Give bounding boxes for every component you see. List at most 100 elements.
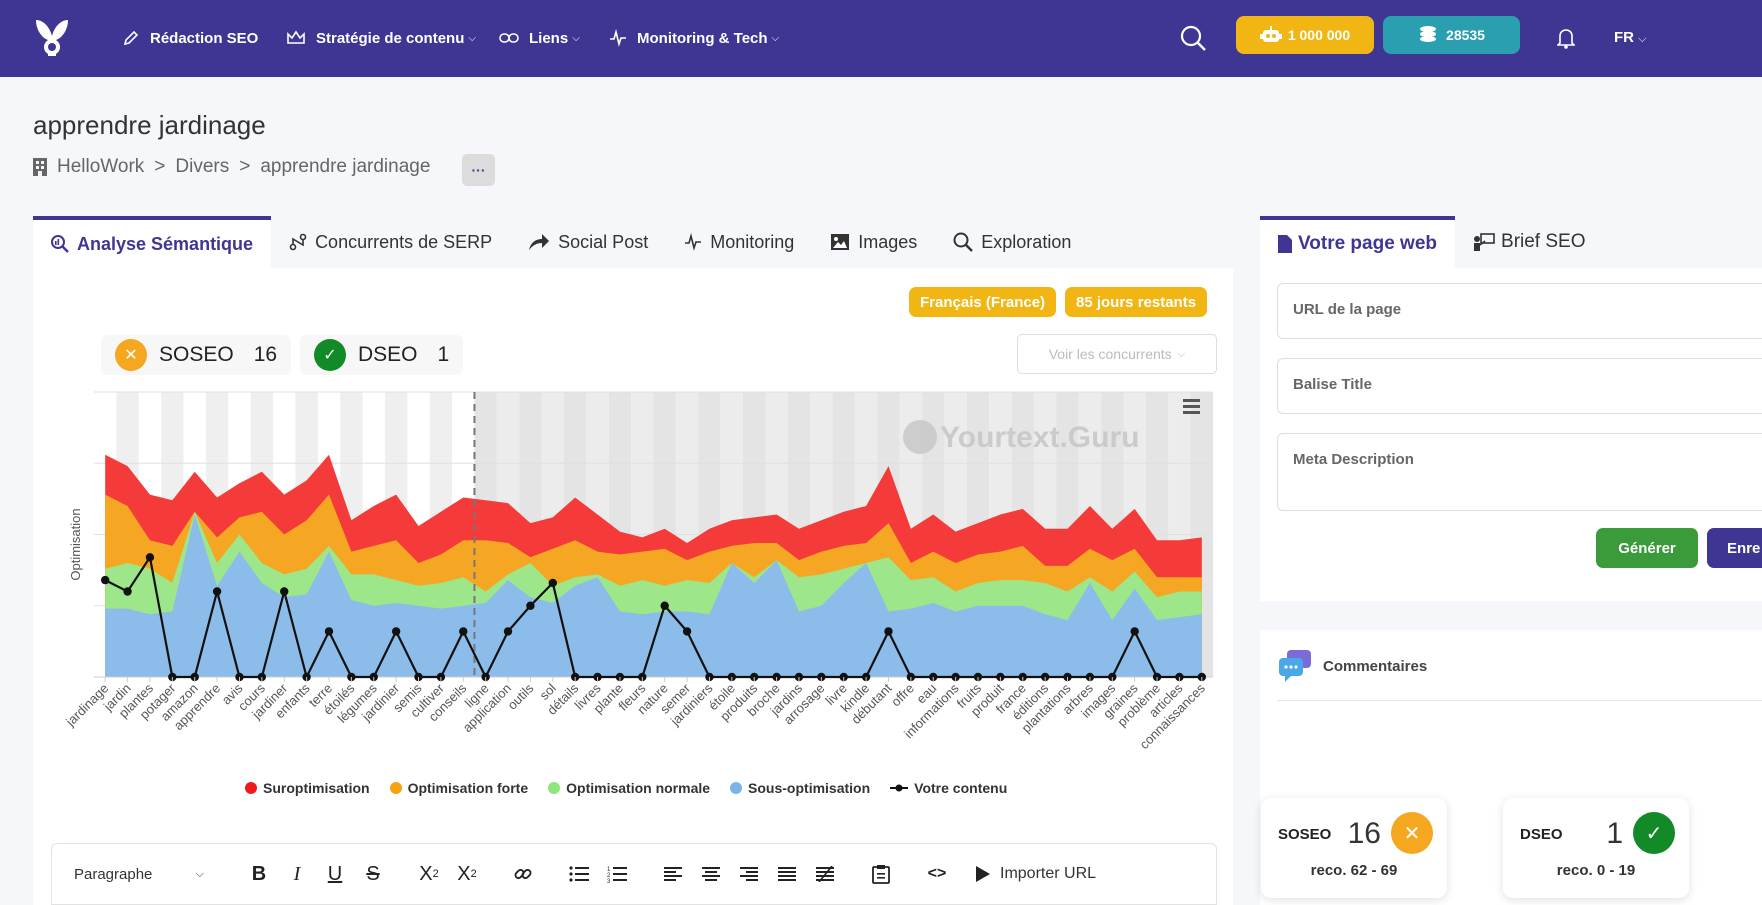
underline-button[interactable]: U	[327, 862, 343, 885]
bullet-list-button[interactable]	[560, 859, 598, 889]
file-icon	[1278, 235, 1292, 253]
align-center-button[interactable]	[692, 859, 730, 889]
votre-contenu-point	[1175, 672, 1184, 682]
align-justify-button[interactable]	[768, 859, 806, 889]
legend-marker	[730, 782, 743, 794]
votre-contenu-point	[682, 627, 692, 636]
tab-images[interactable]: Images	[812, 216, 935, 268]
votre-contenu-point	[1018, 672, 1027, 682]
days-remaining-badge: 85 jours restants	[1065, 287, 1208, 317]
breadcrumb-helloWork[interactable]: HelloWork	[57, 156, 145, 177]
dseo-value: 1	[437, 343, 450, 366]
dseo-card: DSEO 1 ✓ reco. 0 - 19	[1503, 798, 1689, 898]
building-icon	[33, 158, 47, 176]
more-options-button[interactable]: ···	[462, 154, 495, 186]
legend-optimisation-forte[interactable]: Optimisation forte	[389, 780, 529, 796]
title-field[interactable]: Balise Title	[1277, 358, 1762, 414]
code-button[interactable]: <>	[927, 865, 947, 882]
legend-votre-contenu[interactable]: Votre contenu	[890, 780, 1007, 796]
clipboard-icon	[872, 865, 890, 884]
legend-label: Optimisation forte	[407, 780, 529, 796]
legend-suroptimisation[interactable]: Suroptimisation	[245, 780, 370, 796]
tab-social-post[interactable]: Social Post	[510, 216, 666, 268]
votre-contenu-point	[705, 672, 714, 682]
nav-strategie-contenu[interactable]: Stratégie de contenu ⌵	[286, 26, 476, 50]
breadcrumb: HelloWork > Divers > apprendre jardinage	[33, 156, 430, 178]
legend-line-marker	[890, 784, 909, 792]
votre-contenu-point	[347, 672, 356, 682]
nav-redaction-seo[interactable]: Rédaction SEO	[122, 26, 258, 50]
share-icon	[529, 234, 550, 250]
legend-sous-optimisation[interactable]: Sous-optimisation	[730, 780, 870, 796]
tab-concurrents-serp[interactable]: Concurrents de SERP	[271, 216, 510, 268]
italic-button[interactable]: I	[293, 862, 301, 885]
search-icon	[953, 232, 974, 252]
votre-contenu-point	[884, 627, 893, 636]
legend-label: Suroptimisation	[263, 780, 370, 796]
soseo-card: SOSEO 16 ✕ reco. 62 - 69	[1261, 798, 1447, 898]
votre-contenu-point	[481, 672, 490, 682]
legend-optimisation-normale[interactable]: Optimisation normale	[548, 780, 710, 796]
tab-analyse-semantique[interactable]: Analyse Sémantique	[33, 216, 272, 268]
align-right-button[interactable]	[730, 859, 768, 889]
numbered-list-icon: 123	[607, 867, 627, 883]
coins-button[interactable]: 28535	[1383, 16, 1520, 54]
nav-monitoring-tech[interactable]: Monitoring & Tech ⌵	[609, 26, 779, 50]
page-title: apprendre jardinage	[33, 110, 266, 140]
dseo-card-label: DSEO	[1520, 826, 1563, 843]
votre-contenu-point	[1197, 672, 1207, 682]
votre-contenu-point	[951, 672, 960, 682]
save-button[interactable]: Enre	[1707, 528, 1762, 568]
soseo-score: ✕ SOSEO 16	[101, 335, 292, 375]
breadcrumb-separator: >	[239, 156, 251, 177]
meta-description-field[interactable]: Meta Description	[1277, 433, 1762, 511]
tab-social-post-label: Social Post	[558, 231, 649, 252]
align-center-icon	[702, 867, 720, 881]
votre-contenu-point	[257, 672, 267, 682]
tab-analyse-semantique-label: Analyse Sémantique	[77, 233, 254, 254]
breadcrumb-divers[interactable]: Divers	[175, 156, 230, 177]
pulse-icon	[610, 29, 626, 47]
app-logo[interactable]	[30, 16, 74, 60]
language-selector[interactable]: FR ⌵	[1614, 29, 1647, 46]
route-icon	[289, 233, 307, 251]
paragraph-style-select[interactable]: Paragraphe ⌵	[74, 866, 214, 883]
search-icon[interactable]	[1178, 23, 1208, 53]
bell-icon[interactable]	[1557, 27, 1575, 49]
tab-brief-seo[interactable]: Brief SEO	[1455, 216, 1604, 268]
link-button[interactable]	[504, 859, 542, 889]
image-icon	[831, 234, 850, 250]
votre-contenu-point	[1108, 672, 1117, 682]
tab-exploration[interactable]: Exploration	[935, 216, 1089, 268]
link-icon	[499, 33, 519, 43]
credits-button[interactable]: 1 000 000	[1236, 16, 1374, 54]
votre-contenu-point	[1085, 672, 1095, 682]
strikethrough-button[interactable]: S	[366, 862, 380, 885]
tab-monitoring[interactable]: Monitoring	[666, 216, 812, 268]
clear-format-button[interactable]	[806, 859, 844, 889]
align-left-button[interactable]	[654, 859, 692, 889]
competitors-select[interactable]: Voir les concurrents ⌵	[1017, 334, 1217, 374]
page-tabs: Votre page web Brief SEO	[1260, 216, 1604, 268]
pulse-icon	[685, 233, 702, 251]
chart-menu-bar	[1183, 405, 1200, 408]
chevron-down-icon: ⌵	[195, 867, 204, 880]
bold-button[interactable]: B	[251, 862, 267, 885]
bullet-list-icon	[569, 866, 589, 882]
soseo-value: 16	[253, 343, 278, 366]
generate-button[interactable]: Générer	[1596, 528, 1698, 568]
import-url-button[interactable]: Importer URL	[976, 865, 1096, 883]
chevron-down-icon: ⌵	[1638, 33, 1647, 45]
robot-icon	[1259, 26, 1282, 42]
url-field[interactable]: URL de la page	[1277, 283, 1762, 339]
watermark-logo	[903, 420, 937, 454]
tab-votre-page-web[interactable]: Votre page web	[1260, 216, 1456, 268]
votre-contenu-point	[839, 672, 848, 682]
paste-button[interactable]	[862, 859, 900, 889]
nav-liens[interactable]: Liens ⌵	[499, 26, 580, 50]
chart-menu-icon[interactable]	[1183, 399, 1200, 414]
